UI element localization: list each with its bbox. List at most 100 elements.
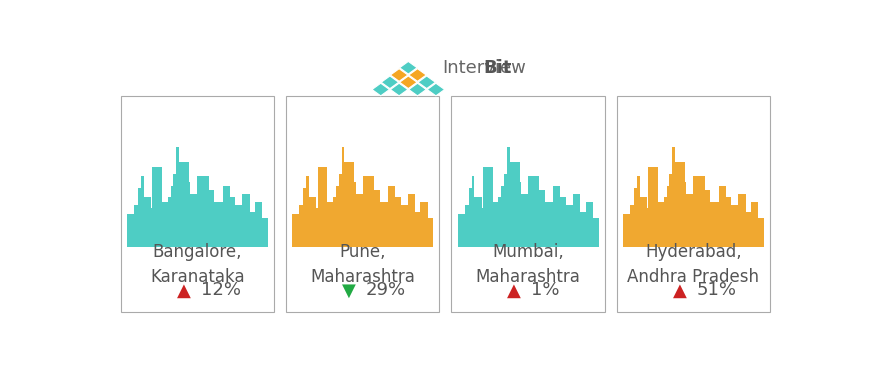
Bar — [640, 197, 647, 247]
Bar — [234, 205, 242, 247]
Bar — [380, 202, 388, 247]
Bar — [188, 182, 190, 247]
Bar — [501, 186, 504, 247]
Polygon shape — [408, 69, 427, 81]
Text: Mumbai,
Maharashtra: Mumbai, Maharashtra — [475, 243, 580, 286]
Polygon shape — [400, 62, 417, 74]
Bar — [333, 197, 336, 247]
Bar — [317, 167, 328, 247]
Bar — [315, 208, 317, 247]
Polygon shape — [390, 69, 408, 81]
Bar — [751, 202, 759, 247]
Text: ▲: ▲ — [507, 281, 521, 299]
Text: Interview: Interview — [442, 59, 526, 77]
Bar — [474, 197, 481, 247]
Bar — [757, 217, 764, 247]
Bar — [687, 194, 693, 247]
Bar — [342, 147, 344, 247]
Text: ▲: ▲ — [673, 281, 687, 299]
Bar — [353, 182, 355, 247]
Bar — [336, 186, 339, 247]
Polygon shape — [408, 83, 427, 96]
Polygon shape — [372, 83, 389, 96]
Bar — [730, 205, 739, 247]
Bar — [215, 202, 222, 247]
Bar — [127, 214, 136, 247]
Polygon shape — [400, 76, 417, 89]
Bar — [207, 190, 215, 247]
Bar — [623, 214, 632, 247]
Bar — [328, 202, 333, 247]
Bar — [292, 214, 301, 247]
Bar — [458, 214, 466, 247]
Bar — [176, 147, 179, 247]
Bar — [143, 197, 151, 247]
Bar — [719, 186, 726, 247]
Bar — [344, 162, 355, 247]
Bar — [664, 197, 667, 247]
Bar — [373, 190, 380, 247]
Bar — [545, 202, 554, 247]
Bar — [400, 205, 408, 247]
Bar — [299, 205, 305, 247]
Bar — [138, 188, 143, 247]
Bar — [634, 188, 639, 247]
Bar — [483, 167, 493, 247]
Bar — [667, 186, 669, 247]
Bar — [229, 197, 235, 247]
Bar — [739, 194, 746, 247]
Bar — [362, 176, 374, 247]
Bar — [174, 174, 176, 247]
FancyBboxPatch shape — [121, 97, 274, 312]
Bar — [538, 190, 545, 247]
Bar — [197, 176, 209, 247]
Bar — [655, 208, 658, 247]
Bar — [703, 190, 710, 247]
Bar — [388, 186, 395, 247]
Bar — [190, 194, 197, 247]
Text: 1%: 1% — [532, 281, 560, 299]
Bar — [303, 188, 308, 247]
Bar — [152, 167, 163, 247]
Bar — [170, 186, 174, 247]
Bar — [458, 233, 599, 247]
Bar — [507, 147, 510, 247]
Bar — [325, 208, 328, 247]
Text: Bangalore,
Karanataka: Bangalore, Karanataka — [150, 243, 245, 286]
Polygon shape — [418, 76, 435, 89]
Polygon shape — [390, 83, 408, 96]
Text: Bit: Bit — [484, 59, 512, 77]
Bar — [426, 217, 433, 247]
Bar — [675, 162, 685, 247]
Bar — [673, 147, 675, 247]
Bar — [159, 208, 163, 247]
Bar — [648, 167, 658, 247]
Text: 29%: 29% — [366, 281, 406, 299]
Bar — [490, 208, 493, 247]
Bar — [726, 197, 732, 247]
Bar — [339, 174, 342, 247]
Bar — [554, 186, 561, 247]
Bar — [630, 205, 635, 247]
Bar — [469, 188, 473, 247]
Text: Pune,
Maharashtra: Pune, Maharashtra — [310, 243, 415, 286]
Bar — [646, 208, 648, 247]
Bar — [504, 174, 507, 247]
Bar — [408, 194, 415, 247]
Bar — [255, 202, 262, 247]
Bar — [472, 176, 474, 247]
Bar — [149, 208, 152, 247]
Bar — [249, 212, 255, 247]
Bar — [658, 202, 664, 247]
Bar — [693, 176, 705, 247]
Bar — [480, 208, 483, 247]
Bar — [306, 176, 309, 247]
Bar — [261, 217, 268, 247]
Bar — [292, 233, 433, 247]
Bar — [168, 197, 170, 247]
FancyBboxPatch shape — [286, 97, 440, 312]
Bar — [637, 176, 640, 247]
Bar — [684, 182, 687, 247]
Bar — [421, 202, 428, 247]
Bar — [395, 197, 401, 247]
